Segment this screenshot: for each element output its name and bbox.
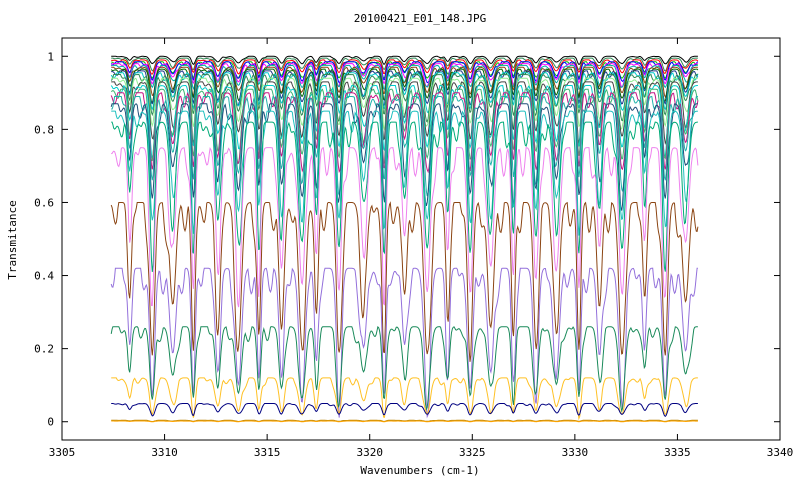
spectrum-line	[110, 91, 699, 174]
y-tick-label: 0	[47, 416, 54, 429]
spectrum-line	[110, 201, 699, 362]
spectrum-line	[111, 420, 698, 423]
spectrum-line	[111, 95, 698, 197]
spectrum-line	[111, 402, 698, 417]
x-tick-label: 3335	[664, 446, 691, 459]
spectrum-line	[110, 88, 699, 165]
x-tick-label: 3340	[767, 446, 794, 459]
spectrum-line	[111, 57, 698, 72]
spectrum-line	[111, 377, 698, 421]
spectrum-line	[110, 84, 698, 159]
x-tick-label: 3305	[49, 446, 76, 459]
y-axis-label: Transmitance	[6, 200, 19, 279]
y-tick-label: 1	[47, 50, 54, 63]
spectrum-line	[111, 121, 698, 273]
y-tick-label: 0.2	[34, 343, 54, 356]
y-tick-label: 0.8	[34, 123, 54, 136]
spectrum-line	[111, 59, 699, 75]
spectrum-line	[110, 325, 698, 413]
spectrum-line	[111, 55, 698, 66]
x-tick-label: 3315	[254, 446, 281, 459]
x-axis-label: Wavenumbers (cm-1)	[360, 464, 479, 477]
axis-ticks: 3305 3310 3315 3320 3325 3330 3335 3340 0 0.2 0.4 0…	[34, 38, 793, 459]
spectrum-line	[110, 61, 699, 84]
x-tick-label: 3320	[356, 446, 383, 459]
x-tick-label: 3325	[459, 446, 486, 459]
y-tick-label: 0.4	[34, 270, 54, 283]
x-tick-label: 3330	[562, 446, 589, 459]
spectrum-line	[110, 68, 699, 104]
spectrum-line	[111, 146, 699, 308]
chart-title: 20100421_E01_148.JPG	[354, 12, 486, 25]
spectrum-line	[110, 103, 698, 211]
spectrum-line	[110, 72, 699, 115]
y-tick-label: 0.6	[34, 196, 54, 209]
spectrum-line	[111, 110, 698, 236]
spectrum-line	[110, 63, 698, 88]
spectrum-line	[111, 70, 699, 107]
spectrum-line	[111, 81, 698, 145]
spectrum-line	[110, 73, 698, 123]
series-lines	[110, 55, 699, 423]
x-tick-label: 3310	[151, 446, 178, 459]
spectrum-line	[111, 66, 698, 99]
spectrum-line	[110, 267, 698, 419]
plot-area-frame	[61, 37, 781, 441]
